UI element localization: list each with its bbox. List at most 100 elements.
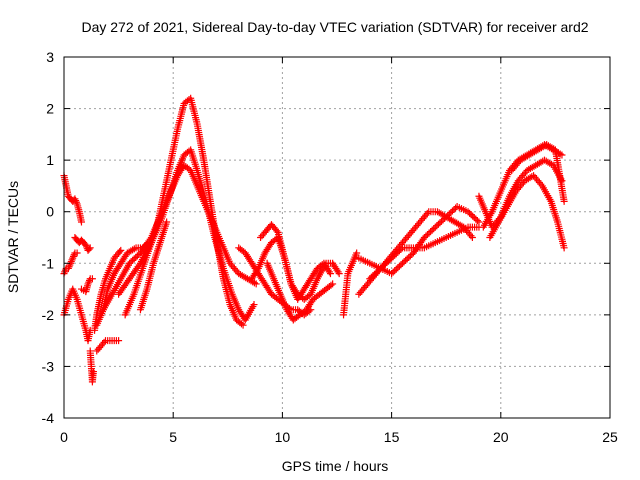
- data-point: [466, 209, 474, 217]
- data-point: [537, 180, 545, 188]
- data-point: [420, 234, 428, 241]
- data-point: [237, 320, 245, 328]
- x-axis-label: GPS time / hours: [282, 458, 389, 474]
- y-tick-label: -2: [42, 307, 55, 323]
- data-point: [427, 228, 435, 236]
- data-point: [327, 281, 335, 289]
- data-point: [392, 265, 400, 273]
- data-point: [399, 259, 407, 267]
- x-tick-label: 20: [493, 429, 509, 445]
- data-point: [329, 280, 337, 288]
- data-point: [388, 254, 396, 262]
- data-point: [73, 249, 81, 257]
- data-point: [464, 208, 472, 216]
- data-marks: [60, 94, 568, 386]
- data-point: [381, 260, 389, 268]
- y-tick-label: -4: [42, 410, 55, 426]
- data-point: [444, 211, 452, 219]
- y-axis-label: SDTVAR / TECUs: [5, 181, 21, 293]
- y-tick-label: 2: [46, 101, 54, 117]
- x-tick-label: 25: [602, 429, 618, 445]
- data-point: [77, 218, 85, 226]
- data-point: [430, 225, 438, 233]
- data-point: [403, 255, 411, 263]
- data-point: [473, 217, 481, 225]
- data-point: [335, 270, 343, 278]
- data-point: [400, 258, 408, 266]
- data-point: [391, 267, 399, 275]
- data-point: [67, 258, 75, 266]
- data-point: [85, 245, 93, 253]
- data-point: [326, 270, 334, 278]
- data-point: [397, 261, 405, 269]
- data-point: [394, 264, 402, 272]
- data-point: [394, 248, 402, 256]
- data-point: [558, 151, 566, 159]
- x-tick-label: 5: [169, 429, 177, 445]
- data-point: [64, 264, 72, 272]
- data-point: [367, 273, 375, 281]
- data-point: [239, 321, 247, 329]
- data-point: [447, 208, 455, 216]
- data-point: [425, 229, 433, 237]
- data-point: [442, 213, 450, 221]
- data-point: [448, 207, 456, 215]
- data-point: [389, 253, 397, 261]
- data-point: [115, 337, 123, 345]
- data-point: [130, 255, 138, 263]
- y-tick-label: -3: [42, 358, 55, 374]
- chart-title: Day 272 of 2021, Sidereal Day-to-day VTE…: [81, 19, 588, 35]
- data-point: [384, 257, 392, 265]
- data-point: [395, 247, 403, 255]
- data-point: [163, 218, 171, 226]
- data-point: [369, 272, 377, 280]
- x-tick-label: 0: [60, 429, 68, 445]
- data-point: [129, 256, 137, 264]
- data-point: [434, 220, 442, 228]
- data-point: [82, 241, 90, 249]
- data-point: [378, 263, 386, 271]
- data-point: [406, 252, 414, 260]
- data-point: [370, 270, 378, 278]
- data-point: [100, 338, 108, 346]
- data-point: [66, 261, 74, 269]
- data-point: [72, 197, 80, 205]
- data-point: [375, 266, 383, 274]
- data-point: [89, 368, 97, 376]
- data-point: [392, 250, 400, 258]
- data-point: [450, 206, 458, 214]
- data-point: [431, 223, 439, 231]
- data-point: [126, 259, 134, 267]
- data-point: [467, 232, 475, 240]
- data-point: [116, 248, 124, 256]
- plot-frame: [63, 56, 611, 419]
- data-point: [389, 268, 397, 276]
- data-point: [560, 244, 568, 252]
- data-point: [71, 195, 79, 203]
- data-point: [383, 259, 391, 267]
- x-axis: 0 5 10 15 20 25: [60, 57, 618, 445]
- data-point: [85, 278, 93, 286]
- data-point: [470, 214, 478, 222]
- data-point: [273, 227, 281, 235]
- data-point: [68, 256, 76, 264]
- data-point: [405, 253, 413, 261]
- x-tick-label: 10: [275, 429, 291, 445]
- data-point: [61, 268, 69, 276]
- data-point: [253, 266, 261, 274]
- data-point: [69, 252, 77, 260]
- data-point: [334, 268, 342, 276]
- data-point: [467, 211, 475, 219]
- data-point: [388, 270, 396, 278]
- data-point: [353, 249, 361, 257]
- data-point: [65, 263, 73, 271]
- data-point: [441, 214, 449, 222]
- x-tick-label: 15: [384, 429, 400, 445]
- y-tick-label: 1: [46, 152, 54, 168]
- data-point: [397, 245, 405, 253]
- data-point: [469, 212, 477, 220]
- data-point: [325, 268, 333, 276]
- data-point: [84, 280, 92, 288]
- data-point: [433, 222, 441, 230]
